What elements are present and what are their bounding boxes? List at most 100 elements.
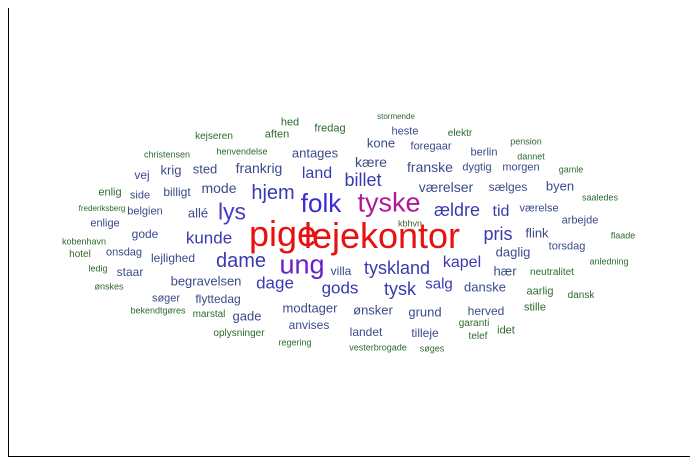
word-side: side	[129, 189, 151, 202]
word-hotel: hotel	[69, 249, 91, 260]
word-gods: gods	[321, 278, 359, 298]
word-onsdag: onsdag	[105, 246, 143, 259]
word-tyskland: tyskland	[363, 258, 431, 278]
word-vaerelse: værelse	[519, 202, 559, 215]
word-aften: aften	[264, 128, 290, 141]
word-dage: dage	[256, 273, 294, 293]
word-billigt: billigt	[163, 185, 191, 199]
word-herved: herved	[467, 304, 505, 318]
word-kunde: kunde	[185, 228, 233, 248]
word-enlige: enlige	[90, 217, 120, 230]
word-vesterbrogade: vesterbrogade	[349, 342, 407, 353]
plot-frame	[8, 8, 690, 457]
word-aeldre: ældre	[433, 200, 481, 220]
word-bekendtgores: bekendtgøres	[130, 305, 186, 316]
word-vaerelser: værelser	[418, 179, 474, 195]
word-berlin: berlin	[470, 146, 498, 159]
word-danske: danske	[464, 279, 506, 295]
word-mode: mode	[201, 180, 237, 196]
word-pension: pension	[510, 136, 542, 147]
word-lejlighed: lejlighed	[150, 251, 196, 265]
word-oplysninger: oplysninger	[213, 328, 265, 339]
word-antages: antages	[291, 145, 339, 161]
word-tilleje: tilleje	[411, 326, 439, 340]
word-kejseren: kejseren	[195, 131, 233, 142]
word-frankrig: frankrig	[235, 160, 283, 176]
word-gade: gade	[232, 308, 262, 324]
word-garanti: garanti	[458, 318, 490, 329]
word-flyttedag: flyttedag	[195, 292, 241, 306]
word-marstal: marstal	[192, 309, 226, 320]
word-lys: lys	[217, 198, 247, 225]
word-kapel: kapel	[442, 254, 482, 271]
word-modtager: modtager	[282, 300, 338, 316]
word-anvises: anvises	[288, 318, 330, 332]
word-stille: stille	[523, 301, 547, 314]
word-flaade: flaade	[610, 230, 636, 241]
word-land: land	[301, 165, 333, 182]
word-neutralitet: neutralitet	[530, 267, 574, 278]
word-onskes: ønskes	[94, 281, 124, 292]
word-belgien: belgien	[127, 205, 163, 218]
word-fredag: fredag	[314, 122, 346, 135]
word-elektr: elektr	[447, 128, 473, 139]
word-arbejde: arbejde	[561, 214, 599, 227]
word-hed: hed	[280, 116, 300, 129]
word-ledig: ledig	[88, 263, 108, 274]
word-foregaar: foregaar	[410, 140, 452, 153]
word-idet: idet	[497, 324, 515, 337]
word-daglig: daglig	[495, 244, 531, 260]
word-salg: salg	[425, 275, 453, 293]
word-frederiksberg: frederiksberg	[78, 204, 126, 213]
word-pris: pris	[483, 224, 513, 244]
word-kbhvn: kbhvn	[397, 218, 423, 229]
word-christensen: christensen	[143, 149, 191, 160]
word-soger: søger	[151, 292, 181, 305]
word-stormende: stormende	[377, 112, 415, 121]
word-haer: hær	[493, 263, 517, 279]
word-begravelsen: begravelsen	[170, 273, 242, 289]
word-krig: krig	[160, 162, 182, 178]
word-pige: pige	[248, 213, 318, 254]
word-dygtig: dygtig	[462, 161, 492, 174]
word-kaere: kære	[355, 154, 387, 170]
word-franske: franske	[407, 159, 453, 175]
word-kone: kone	[366, 135, 396, 151]
word-onsker: ønsker	[353, 302, 393, 318]
word-staar: staar	[116, 265, 144, 279]
word-lejekontor-lejeko: lejekontor	[303, 215, 461, 256]
word-henvendelse: henvendelse	[216, 146, 268, 157]
word-kobenhavn: kobenhavn	[61, 236, 107, 247]
word-telef: telef	[468, 331, 488, 342]
word-byen: byen	[545, 178, 575, 194]
word-gode: gode	[131, 227, 159, 241]
word-dame: dame	[215, 250, 267, 272]
word-dansk: dansk	[567, 290, 595, 301]
word-saelges: sælges	[488, 180, 528, 194]
word-grund: grund	[408, 304, 442, 320]
word-tysk: tysk	[383, 279, 417, 299]
word-sted: sted	[192, 161, 218, 177]
word-gamle: gamle	[558, 164, 584, 175]
word-dannet: dannet	[517, 151, 545, 162]
word-landet: landet	[349, 325, 383, 339]
word-tid: tid	[492, 203, 510, 220]
word-soges: søges	[419, 343, 445, 354]
word-ung: ung	[279, 249, 325, 280]
word-villa: villa	[330, 264, 352, 278]
word-morgen: morgen	[502, 161, 540, 174]
word-vej: vej	[134, 168, 150, 182]
word-alle: allé	[187, 205, 209, 221]
word-anledning: anledning	[589, 256, 629, 267]
word-billet: billet	[344, 170, 382, 190]
word-flink: flink	[525, 225, 549, 241]
word-tyske: tyske	[357, 187, 421, 218]
word-regering: regering	[278, 337, 312, 348]
word-hjem: hjem	[251, 182, 295, 204]
word-torsdag: torsdag	[548, 240, 586, 253]
word-enlig: enlig	[98, 186, 122, 199]
word-aarlig: aarlig	[526, 285, 554, 298]
word-folk: folk	[300, 188, 342, 218]
word-saaledes: saaledes	[581, 192, 619, 203]
